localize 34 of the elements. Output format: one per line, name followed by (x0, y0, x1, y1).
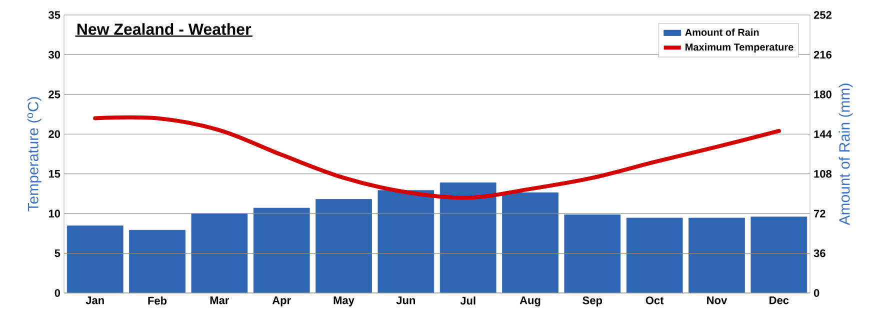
x-tick-label: Aug (520, 296, 540, 306)
y2-tick-label: 252 (814, 11, 832, 19)
x-tick-label: Nov (707, 296, 728, 304)
y2-tick-label: 72 (814, 210, 826, 218)
line-series (93, 115, 781, 200)
y2-axis-title: Amount of Rain (mm) (838, 84, 853, 226)
x-tick-label: Jul (460, 296, 476, 305)
y2-tick-label: 216 (814, 50, 832, 59)
x-tick-label: Jun (396, 296, 416, 304)
y-tick-label: 35 (48, 11, 60, 19)
legend-label: Maximum Temperature (686, 43, 794, 53)
y-tick-label: 5 (54, 249, 60, 258)
y2-tick-label: 0 (814, 289, 820, 297)
x-tick-label: Sep (582, 296, 602, 306)
y-tick-label: 0 (54, 289, 60, 297)
x-tick-label: May (334, 296, 354, 306)
x-tick-label: Apr (272, 296, 291, 306)
y2-tick-label: 180 (814, 90, 832, 98)
x-tick-label: Oct (646, 296, 664, 304)
x-tick-label: Mar (210, 296, 230, 304)
y-tick-label: 10 (48, 210, 60, 218)
x-tick-label: Feb (148, 296, 167, 305)
y-tick-label: 20 (48, 130, 60, 138)
y-tick-label: 25 (48, 90, 60, 98)
chart-title: New Zealand - Weather (77, 23, 252, 35)
y-axis-title: Temperature ($^{o}$C) (27, 97, 42, 212)
y-tick-label: 15 (48, 170, 60, 178)
y2-tick-label: 108 (814, 170, 832, 178)
legend-label: Amount of Rain (685, 28, 759, 36)
x-tick-label: Dec (770, 296, 789, 304)
y2-tick-label: 36 (814, 249, 826, 258)
x-tick-label: Jan (86, 296, 104, 304)
y-tick-label: 30 (48, 50, 60, 59)
y2-tick-label: 144 (814, 130, 832, 138)
